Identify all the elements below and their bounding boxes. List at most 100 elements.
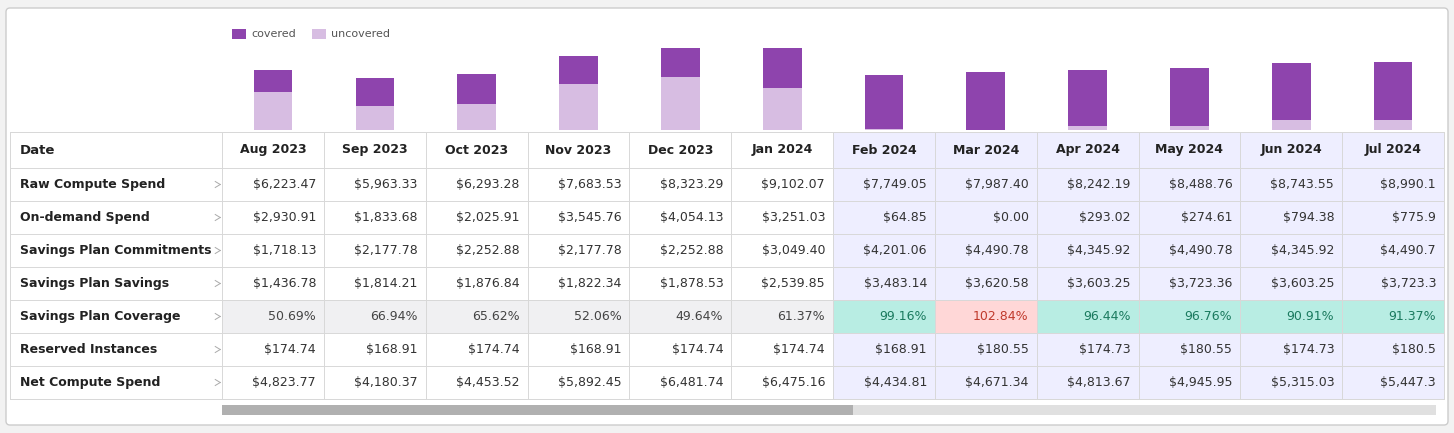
Text: $3,483.14: $3,483.14 [864, 277, 928, 290]
Bar [1342, 132, 1444, 168]
Bar [426, 132, 528, 168]
Text: uncovered: uncovered [332, 29, 390, 39]
Bar [1342, 333, 1444, 366]
Bar [662, 48, 699, 78]
Text: $168.91: $168.91 [366, 343, 417, 356]
Bar [356, 106, 394, 130]
Bar [1037, 267, 1138, 300]
Bar [1069, 70, 1106, 126]
Bar [313, 29, 326, 39]
Bar [1240, 333, 1342, 366]
Text: $3,049.40: $3,049.40 [762, 244, 824, 257]
Bar [1240, 234, 1342, 267]
Text: Apr 2024: Apr 2024 [1056, 143, 1120, 156]
Bar [1240, 366, 1342, 399]
Text: $180.55: $180.55 [1181, 343, 1233, 356]
Bar [630, 201, 731, 234]
Text: $8,488.76: $8,488.76 [1169, 178, 1233, 191]
Bar [222, 132, 324, 168]
Bar [865, 74, 903, 129]
Bar [426, 267, 528, 300]
Bar [528, 333, 630, 366]
Text: $2,930.91: $2,930.91 [253, 211, 316, 224]
Bar [1037, 333, 1138, 366]
Text: $4,490.7: $4,490.7 [1380, 244, 1437, 257]
Bar [833, 333, 935, 366]
Text: $1,718.13: $1,718.13 [253, 244, 316, 257]
Text: Jul 2024: Jul 2024 [1365, 143, 1422, 156]
Text: $1,822.34: $1,822.34 [558, 277, 621, 290]
Text: $2,539.85: $2,539.85 [762, 277, 824, 290]
Text: Net Compute Spend: Net Compute Spend [20, 376, 160, 389]
Text: Oct 2023: Oct 2023 [445, 143, 509, 156]
Bar [426, 234, 528, 267]
Text: 96.76%: 96.76% [1185, 310, 1233, 323]
Text: Jan 2024: Jan 2024 [752, 143, 813, 156]
Bar [560, 55, 598, 84]
Text: $4,945.95: $4,945.95 [1169, 376, 1233, 389]
Text: $3,723.3: $3,723.3 [1380, 277, 1437, 290]
Bar [763, 88, 801, 130]
Bar [935, 333, 1037, 366]
Bar [560, 84, 598, 130]
Bar [324, 132, 426, 168]
Bar [1138, 132, 1240, 168]
Text: $4,201.06: $4,201.06 [864, 244, 928, 257]
Text: $4,180.37: $4,180.37 [355, 376, 417, 389]
Bar [935, 267, 1037, 300]
Text: $3,620.58: $3,620.58 [965, 277, 1029, 290]
Text: $2,177.78: $2,177.78 [355, 244, 417, 257]
Bar [630, 234, 731, 267]
Bar [1240, 132, 1342, 168]
Bar [935, 300, 1037, 333]
Text: $3,603.25: $3,603.25 [1271, 277, 1335, 290]
Text: $174.74: $174.74 [774, 343, 824, 356]
Text: Reserved Instances: Reserved Instances [20, 343, 157, 356]
Text: $4,813.67: $4,813.67 [1067, 376, 1131, 389]
Bar [1342, 300, 1444, 333]
Bar [1240, 267, 1342, 300]
Bar [324, 234, 426, 267]
Bar [1138, 234, 1240, 267]
Bar [1170, 68, 1208, 126]
Text: $4,823.77: $4,823.77 [253, 376, 316, 389]
Text: $7,683.53: $7,683.53 [558, 178, 621, 191]
Bar [1037, 132, 1138, 168]
Bar [731, 267, 833, 300]
Text: $5,447.3: $5,447.3 [1380, 376, 1437, 389]
Bar [10, 168, 222, 201]
Bar [222, 234, 324, 267]
Bar [324, 168, 426, 201]
Text: $1,876.84: $1,876.84 [457, 277, 519, 290]
Text: $3,251.03: $3,251.03 [762, 211, 824, 224]
Text: $775.9: $775.9 [1391, 211, 1437, 224]
Bar [10, 366, 222, 399]
Bar [731, 201, 833, 234]
Text: Nov 2023: Nov 2023 [545, 143, 612, 156]
Text: 49.64%: 49.64% [676, 310, 723, 323]
Bar [528, 168, 630, 201]
Text: $8,990.1: $8,990.1 [1380, 178, 1437, 191]
Text: $3,603.25: $3,603.25 [1067, 277, 1131, 290]
Text: 66.94%: 66.94% [371, 310, 417, 323]
Text: $3,723.36: $3,723.36 [1169, 277, 1233, 290]
Bar [10, 300, 222, 333]
Bar [630, 300, 731, 333]
Bar [1037, 168, 1138, 201]
Bar [1037, 366, 1138, 399]
Bar [731, 300, 833, 333]
Bar [356, 78, 394, 106]
Text: $2,252.88: $2,252.88 [660, 244, 723, 257]
Bar [1374, 61, 1412, 120]
Bar [222, 267, 324, 300]
Bar [222, 366, 324, 399]
Bar [10, 267, 222, 300]
Text: $3,545.76: $3,545.76 [558, 211, 621, 224]
Text: Savings Plan Coverage: Savings Plan Coverage [20, 310, 180, 323]
Bar [833, 300, 935, 333]
Text: $174.74: $174.74 [672, 343, 723, 356]
Bar [1138, 366, 1240, 399]
Text: $174.73: $174.73 [1282, 343, 1335, 356]
Bar [324, 300, 426, 333]
Bar [865, 129, 903, 130]
